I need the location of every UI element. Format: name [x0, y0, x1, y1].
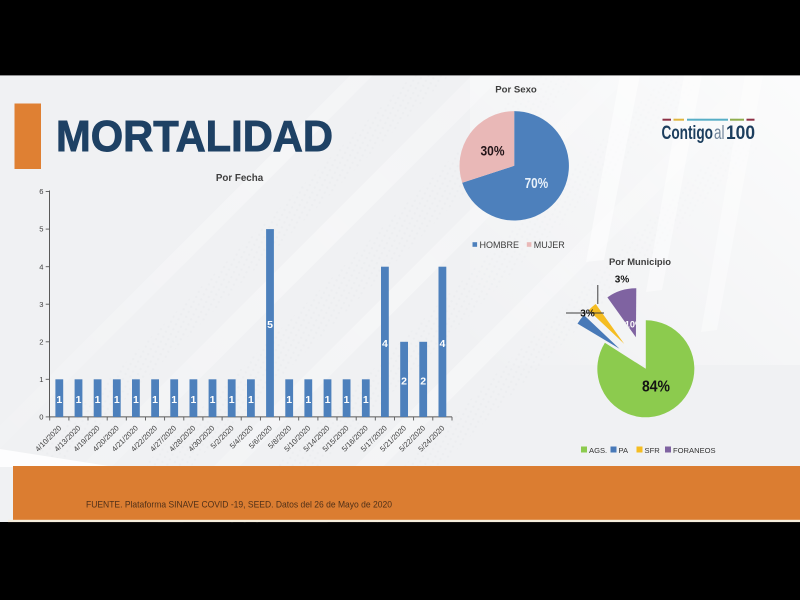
svg-text:3: 3 [39, 300, 43, 309]
svg-text:SFR: SFR [645, 446, 661, 455]
svg-text:1: 1 [344, 394, 350, 406]
svg-text:1: 1 [229, 394, 235, 406]
svg-text:1: 1 [190, 394, 196, 406]
svg-text:3%: 3% [615, 275, 630, 286]
svg-text:1: 1 [76, 394, 82, 406]
svg-text:1: 1 [171, 394, 177, 406]
svg-text:5: 5 [267, 319, 273, 331]
svg-text:1: 1 [39, 375, 43, 384]
svg-text:0: 0 [39, 413, 43, 422]
svg-text:FORANEOS: FORANEOS [673, 446, 716, 455]
svg-text:Por Sexo: Por Sexo [495, 85, 537, 96]
svg-text:70%: 70% [525, 176, 549, 192]
svg-text:84%: 84% [642, 379, 670, 396]
svg-text:100: 100 [726, 122, 755, 144]
svg-text:6: 6 [39, 187, 43, 196]
svg-text:1: 1 [114, 394, 120, 406]
svg-text:10%: 10% [625, 320, 643, 330]
svg-text:2: 2 [39, 337, 43, 346]
svg-text:4: 4 [39, 262, 43, 271]
svg-text:2: 2 [401, 375, 407, 387]
svg-text:al: al [714, 122, 725, 144]
svg-text:AGS.: AGS. [589, 446, 607, 455]
svg-text:1: 1 [56, 394, 62, 406]
svg-text:Por Fecha: Por Fecha [216, 173, 264, 184]
svg-text:1: 1 [133, 394, 139, 406]
svg-text:MORTALIDAD: MORTALIDAD [56, 112, 333, 161]
svg-text:4: 4 [382, 338, 388, 350]
svg-text:FUENTE. Plataforma SINAVE COVI: FUENTE. Plataforma SINAVE COVID -19, SEE… [86, 499, 392, 510]
svg-text:5: 5 [39, 225, 43, 234]
svg-text:1: 1 [305, 394, 311, 406]
svg-text:1: 1 [363, 394, 369, 406]
svg-text:1: 1 [210, 394, 216, 406]
svg-text:Por Municipio: Por Municipio [609, 256, 671, 267]
svg-text:4: 4 [439, 338, 445, 350]
svg-text:2: 2 [420, 375, 426, 387]
svg-text:1: 1 [248, 394, 254, 406]
svg-text:Contigo: Contigo [662, 122, 714, 144]
svg-text:1: 1 [95, 394, 101, 406]
svg-text:PA: PA [619, 446, 630, 455]
svg-text:1: 1 [152, 394, 158, 406]
svg-text:1: 1 [286, 394, 292, 406]
svg-text:HOMBRE: HOMBRE [480, 240, 520, 250]
svg-text:30%: 30% [481, 144, 505, 159]
svg-text:MUJER: MUJER [534, 240, 565, 250]
svg-text:3%: 3% [580, 308, 595, 319]
svg-text:1: 1 [325, 394, 331, 406]
